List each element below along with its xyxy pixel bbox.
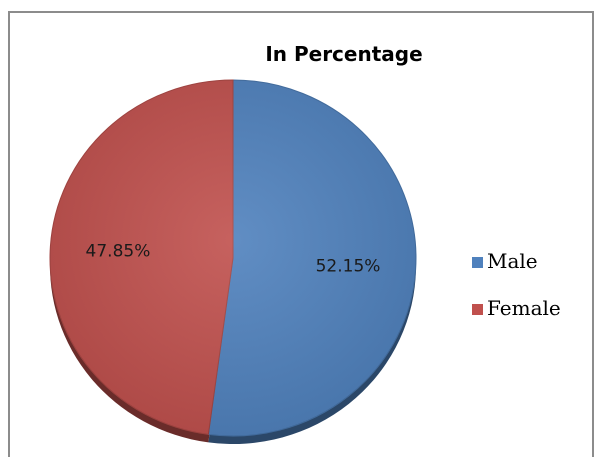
data-label-female: 47.85% [86, 241, 151, 261]
pie-labels: 52.15% 47.85% [86, 241, 381, 276]
legend-label-male: Male [487, 249, 538, 273]
legend: Male Female [472, 249, 561, 320]
data-label-male: 52.15% [316, 257, 381, 277]
pie-shading [50, 80, 416, 436]
legend-swatch-male [472, 257, 483, 268]
chart-title: In Percentage [265, 42, 422, 66]
legend-label-female: Female [487, 296, 561, 320]
pie-slices [49, 79, 417, 437]
legend-swatch-female [472, 304, 483, 315]
